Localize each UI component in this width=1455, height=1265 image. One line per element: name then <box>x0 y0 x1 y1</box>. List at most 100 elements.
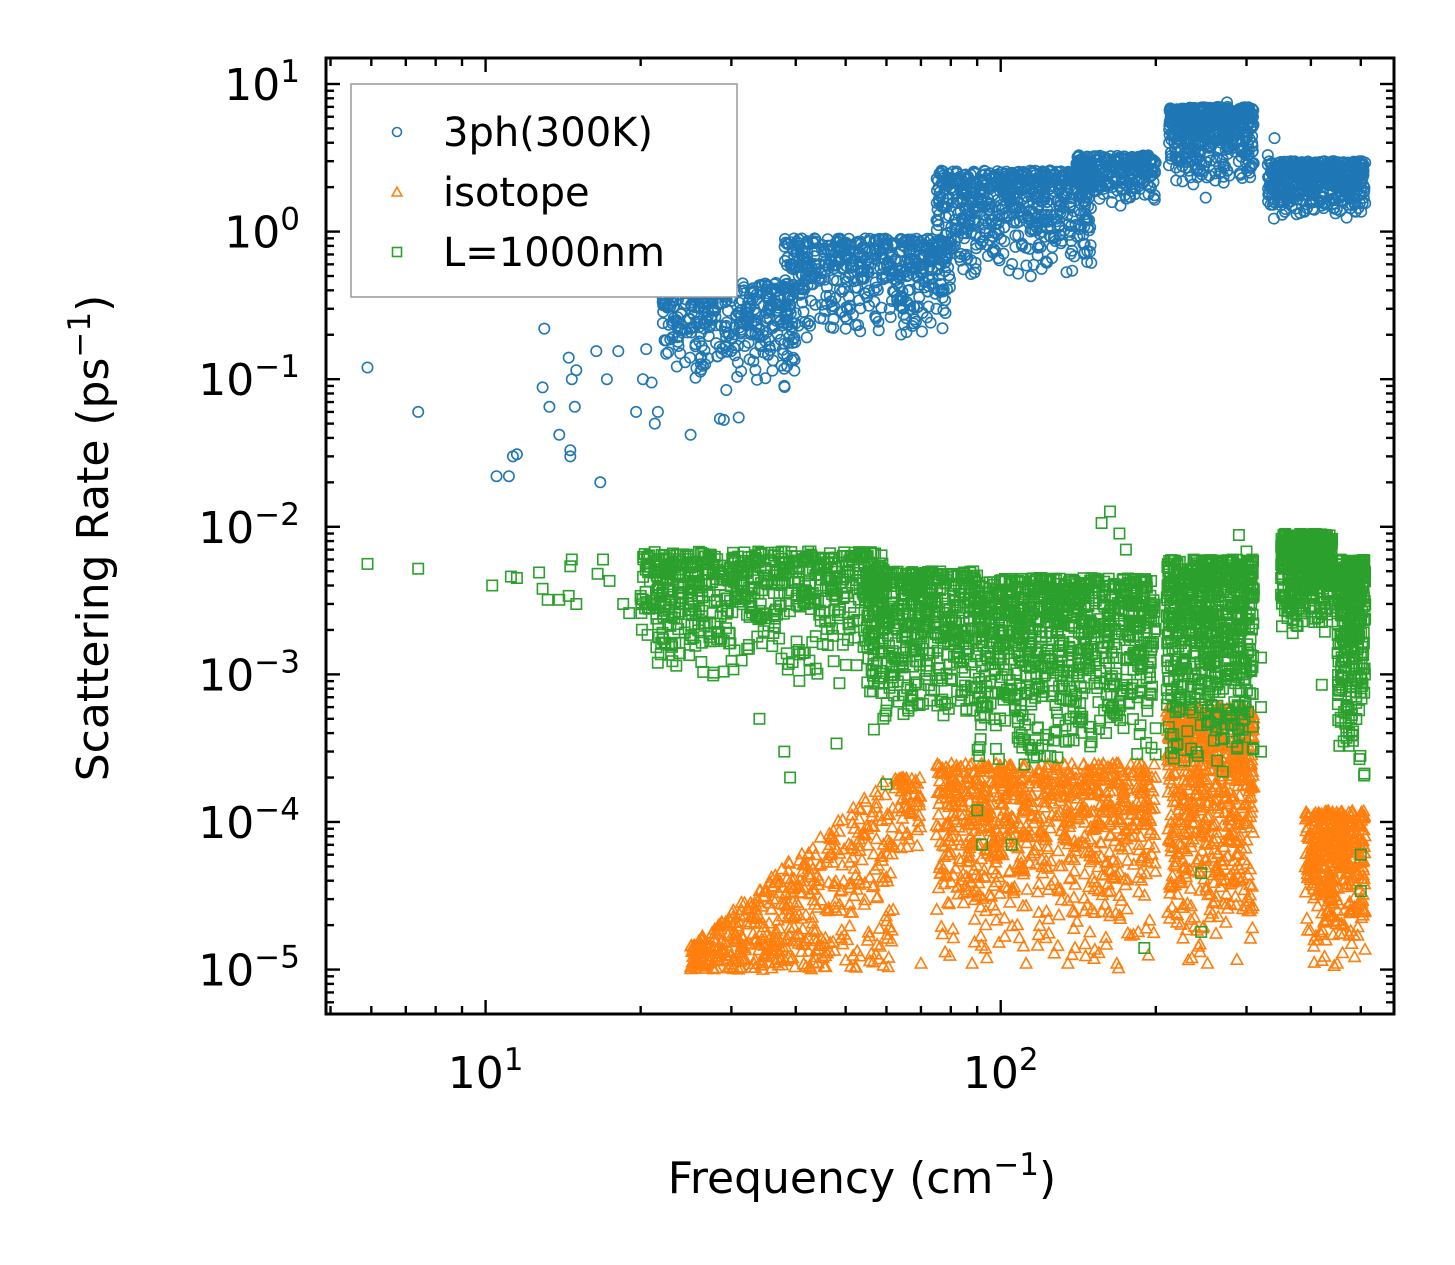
data-point <box>843 302 856 315</box>
data-point <box>1024 225 1037 238</box>
data-point <box>1084 239 1097 252</box>
data-point <box>728 321 741 334</box>
data-point <box>836 285 849 298</box>
data-point <box>818 304 831 317</box>
data-point <box>1061 209 1074 222</box>
data-point <box>901 253 914 266</box>
data-point <box>803 314 816 327</box>
data-point <box>683 312 696 325</box>
data-point <box>801 317 814 330</box>
data-point <box>858 250 871 263</box>
data-point <box>849 281 862 294</box>
data-point <box>807 237 820 250</box>
data-point <box>965 177 978 190</box>
data-point <box>915 262 928 275</box>
data-point <box>903 283 916 296</box>
data-point <box>683 351 696 364</box>
data-point <box>779 274 792 287</box>
data-point <box>1012 267 1025 280</box>
data-point <box>824 321 837 334</box>
data-point <box>1060 266 1073 279</box>
data-point <box>911 281 924 294</box>
data-point <box>895 328 908 341</box>
data-point <box>727 341 740 354</box>
data-point <box>785 257 798 270</box>
data-point <box>1024 270 1037 283</box>
data-point <box>937 304 950 317</box>
data-point <box>833 283 846 296</box>
data-point <box>743 353 756 366</box>
data-point <box>806 272 819 285</box>
data-point <box>670 360 683 373</box>
data-point <box>710 337 723 350</box>
data-point <box>742 336 755 349</box>
data-point <box>823 243 836 256</box>
data-point <box>979 222 992 235</box>
data-point <box>946 241 959 254</box>
data-point <box>883 302 896 315</box>
data-point <box>786 336 799 349</box>
data-point <box>808 232 821 245</box>
data-point <box>708 303 721 316</box>
data-point <box>912 300 925 313</box>
data-point <box>1020 259 1033 272</box>
data-point <box>857 272 870 285</box>
data-point <box>733 296 746 309</box>
data-point <box>695 350 708 363</box>
data-point <box>796 296 809 309</box>
data-point <box>885 294 898 307</box>
data-point <box>856 265 869 278</box>
data-point <box>1066 264 1079 277</box>
data-point <box>694 365 707 378</box>
data-point <box>862 299 875 312</box>
data-point <box>797 305 810 318</box>
data-point <box>897 292 910 305</box>
data-point <box>915 325 928 338</box>
data-point <box>815 242 828 255</box>
data-point <box>947 196 960 209</box>
data-point <box>702 352 715 365</box>
data-point <box>1085 256 1098 269</box>
data-point <box>903 261 916 274</box>
data-point <box>779 236 792 249</box>
data-point <box>901 270 914 283</box>
data-point <box>705 310 718 323</box>
data-point <box>768 320 781 333</box>
data-point <box>762 304 775 317</box>
data-point <box>692 321 705 334</box>
data-point <box>937 283 950 296</box>
data-point <box>867 284 880 297</box>
data-point <box>785 354 798 367</box>
data-point <box>814 273 827 286</box>
data-point <box>800 331 813 344</box>
data-point <box>873 233 886 246</box>
data-point <box>875 301 888 314</box>
data-point <box>839 237 852 250</box>
data-point <box>1069 219 1082 232</box>
data-point <box>787 263 800 276</box>
data-point <box>757 346 770 359</box>
data-point <box>809 258 822 271</box>
data-point <box>875 247 888 260</box>
data-point <box>744 300 757 313</box>
data-point <box>827 273 840 286</box>
data-point <box>921 285 934 298</box>
data-point <box>726 332 739 345</box>
data-point <box>853 294 866 307</box>
data-point <box>662 346 675 359</box>
data-point <box>846 255 859 268</box>
data-point <box>666 331 679 344</box>
data-point <box>672 339 685 352</box>
data-markers <box>361 96 1373 975</box>
data-point <box>897 236 910 249</box>
data-point <box>728 349 741 362</box>
data-point <box>675 323 688 336</box>
data-point <box>936 322 949 335</box>
data-point <box>766 282 779 295</box>
data-point <box>1039 168 1052 181</box>
data-point <box>920 311 933 324</box>
data-point <box>1031 241 1044 254</box>
data-point <box>753 331 766 344</box>
data-point <box>900 326 913 339</box>
